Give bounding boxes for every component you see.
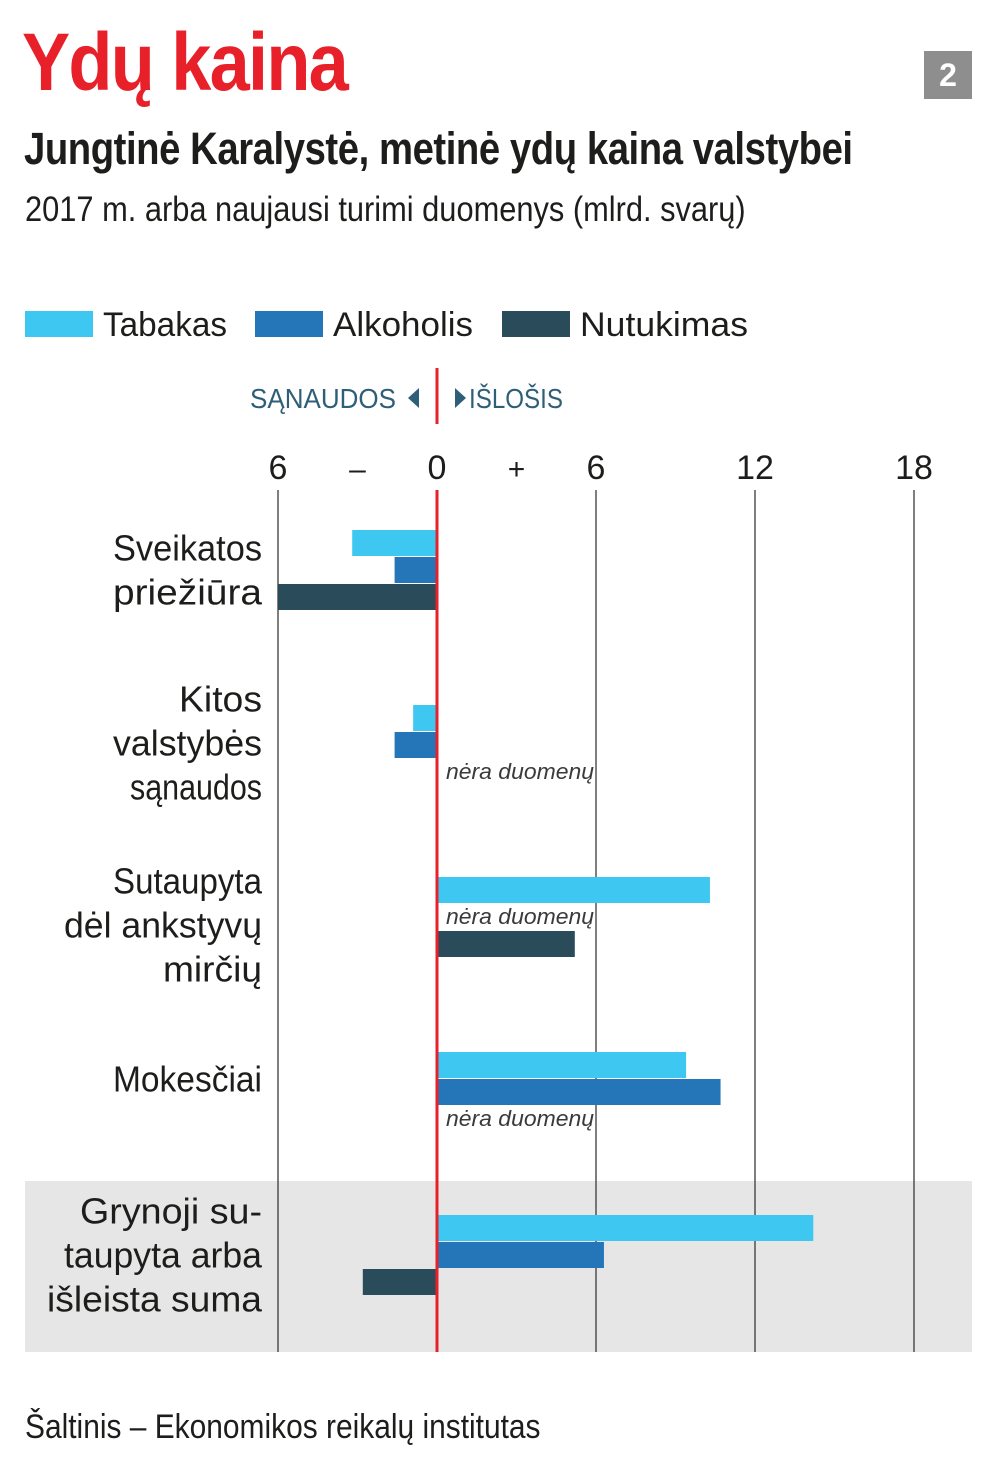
category-label: taupyta arba <box>64 1235 263 1276</box>
category-label: dėl ankstyvų <box>64 905 262 946</box>
category-label: mirčių <box>163 949 262 990</box>
category-label: sąnaudos <box>130 767 262 808</box>
category-label: Sutaupyta <box>113 861 263 902</box>
bar-taxes-1 <box>437 1052 687 1078</box>
category-label: Grynoji su- <box>80 1191 262 1232</box>
category-label: Mokesčiai <box>113 1059 262 1100</box>
direction-label-costs: SĄNAUDOS <box>250 383 396 414</box>
x-tick-label: 6 <box>269 449 288 487</box>
x-tick-label: 12 <box>736 449 774 487</box>
no-data-label: nėra duomenų <box>446 904 594 929</box>
bar-other-state-costs-1 <box>413 705 437 731</box>
category-label: valstybės <box>113 723 262 764</box>
headline: Ydų kaina <box>22 17 349 108</box>
legend-swatch <box>255 311 323 337</box>
x-tick-label: + <box>508 453 526 486</box>
no-data-label: nėra duomenų <box>446 759 594 784</box>
arrow-right-icon <box>455 388 466 408</box>
legend-swatch <box>25 311 93 337</box>
x-tick-label: 0 <box>428 449 447 487</box>
bar-health-care-1 <box>352 530 437 556</box>
legend-label: Nutukimas <box>580 306 748 344</box>
bar-net-total-3 <box>362 1269 437 1295</box>
category-label: išleista suma <box>47 1279 263 1320</box>
bar-net-total-1 <box>437 1215 814 1241</box>
x-tick-label: 6 <box>587 449 606 487</box>
category-label: priežiūra <box>113 572 263 613</box>
bar-other-state-costs-2 <box>394 732 437 758</box>
direction-label-gains: IŠLOŠIS <box>469 383 563 414</box>
chart-subtitle: 2017 m. arba naujausi turimi duomenys (m… <box>25 190 746 229</box>
bar-taxes-2 <box>437 1079 721 1105</box>
category-label: Kitos <box>179 679 262 720</box>
bar-health-care-2 <box>394 557 437 583</box>
x-tick-label: 18 <box>895 449 933 487</box>
source-note: Šaltinis – Ekonomikos reikalų institutas <box>25 1408 541 1446</box>
bar-early-deaths-savings-1 <box>437 877 710 903</box>
bar-early-deaths-savings-3 <box>437 931 575 957</box>
no-data-label: nėra duomenų <box>446 1106 594 1131</box>
legend-label: Tabakas <box>103 306 227 344</box>
legend-label: Alkoholis <box>333 306 473 344</box>
legend-swatch <box>502 311 570 337</box>
chart-title: Jungtinė Karalystė, metinė ydų kaina val… <box>24 123 853 174</box>
bar-net-total-2 <box>437 1242 604 1268</box>
category-label: Sveikatos <box>113 528 262 569</box>
page-number-badge: 2 <box>924 51 972 99</box>
arrow-left-icon <box>408 388 419 408</box>
bar-health-care-3 <box>278 584 437 610</box>
x-tick-label: – <box>349 453 366 486</box>
